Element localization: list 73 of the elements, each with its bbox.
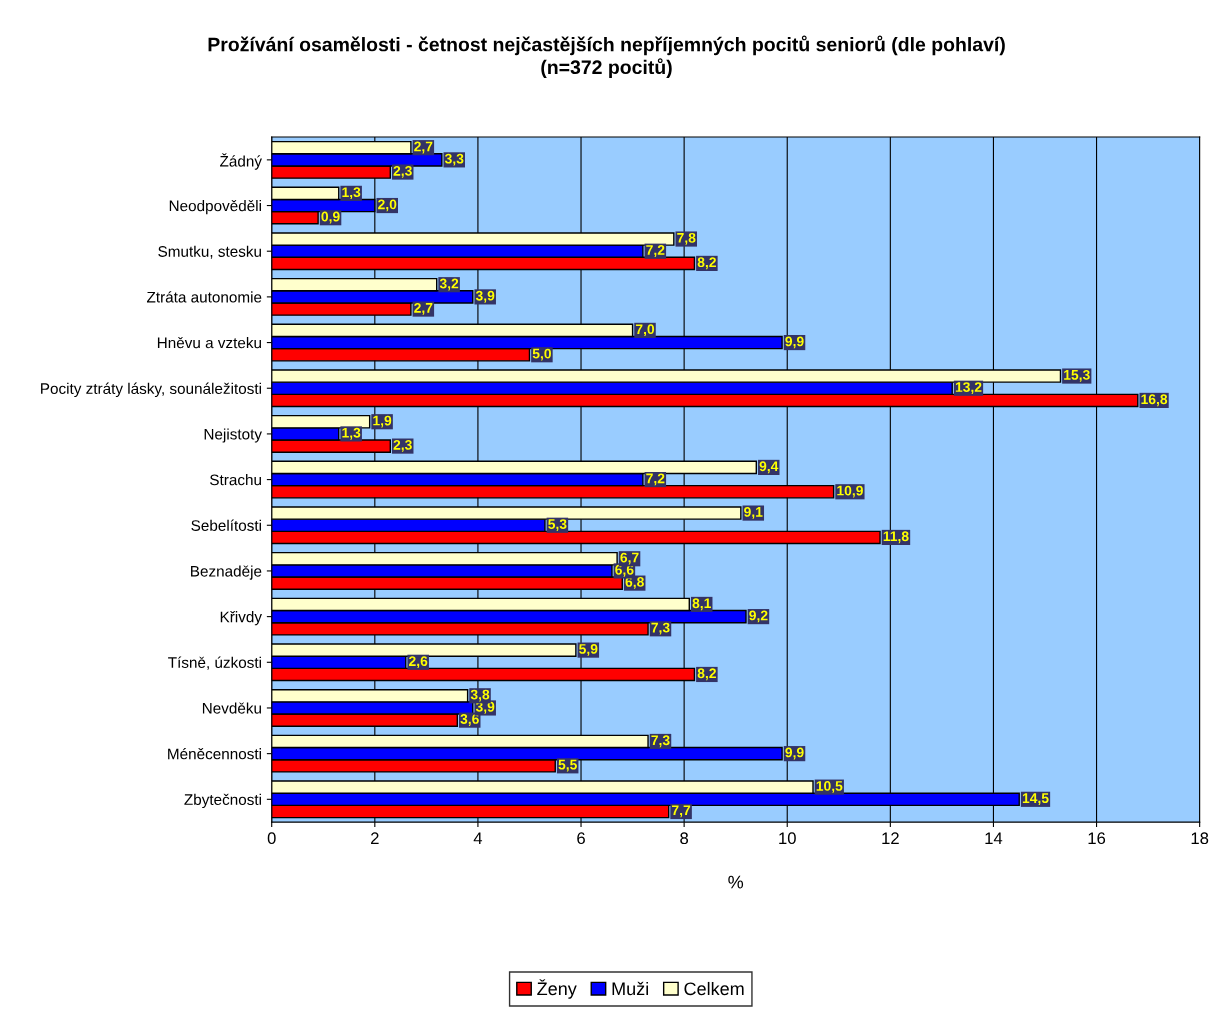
legend-label: Muži [612, 981, 648, 996]
y-tick-label: Nejistoty [204, 428, 262, 443]
data-label: 11,8 [883, 531, 909, 544]
data-label: 1,3 [342, 187, 361, 200]
x-tick-label: 2 [371, 832, 379, 844]
data-label: 6,8 [625, 577, 644, 589]
x-tick-label: 10 [779, 832, 796, 845]
x-tick-label: 4 [473, 832, 483, 844]
x-tick-label: 6 [577, 832, 585, 845]
data-label: 3,9 [475, 290, 495, 303]
data-label: 3,2 [439, 278, 459, 291]
data-label: 16,8 [1141, 394, 1168, 407]
x-tick-label: 14 [985, 832, 1003, 844]
data-label: 7,3 [651, 735, 670, 748]
data-label: 5,3 [548, 519, 567, 531]
data-label: 0,9 [321, 211, 340, 224]
data-label: 2,0 [378, 199, 397, 212]
y-tick-label: Sebelítosti [191, 519, 261, 531]
y-tick-label: Tísně, úzkosti [168, 656, 261, 670]
x-tick-label: 16 [1088, 832, 1106, 845]
data-label: 13,2 [955, 382, 982, 394]
y-tick-label: Pocity ztráty lásky, sounáležitosti [41, 382, 261, 398]
data-label: 9,9 [785, 747, 804, 760]
y-tick-label: Nevděku [202, 702, 261, 714]
data-label: 8,2 [697, 257, 716, 270]
y-tick-label: Neodpověděli [169, 199, 261, 215]
data-label: 2,3 [393, 165, 412, 178]
data-label: 3,3 [444, 153, 464, 166]
data-label: 7,3 [651, 622, 670, 635]
chart-title: Prožívání osamělosti - četnost nejčastějších nepříjemných pocitů seniorů (dle pohlaví) (n=372 pocitů) [208, 35, 1005, 78]
y-tick-label: Hněvu a vzteku [157, 336, 261, 349]
data-label: 7,0 [635, 324, 655, 337]
y-tick-label: Smutku, stesku [158, 245, 261, 259]
y-tick-label: Beznaděje [191, 565, 262, 580]
data-label: 2,7 [414, 141, 433, 154]
legend-label: Ženy [537, 979, 577, 999]
data-label: 3,8 [470, 689, 490, 702]
data-label: 10,5 [816, 781, 843, 793]
data-label: 5,5 [558, 759, 577, 772]
data-label: 2,3 [393, 439, 412, 452]
data-label: 1,9 [373, 415, 392, 428]
data-label: 1,3 [342, 427, 361, 440]
legend-label: Celkem [684, 981, 744, 996]
y-tick-label: Křivdy [220, 611, 262, 626]
data-label: 7,2 [646, 245, 665, 257]
y-tick-label: Ztráta autonomie [146, 291, 262, 303]
data-label: 2,6 [409, 656, 428, 669]
data-label: 7,8 [677, 232, 696, 245]
data-label: 7,2 [646, 473, 665, 486]
x-axis-title: % [728, 875, 744, 889]
data-label: 3,6 [460, 714, 479, 726]
data-label: 9,1 [744, 506, 763, 519]
data-label: 14,5 [1022, 793, 1049, 806]
data-label: 6,7 [620, 552, 639, 565]
data-label: 2,7 [414, 302, 433, 315]
x-tick-label: 12 [882, 832, 899, 844]
data-label: 9,2 [749, 610, 768, 623]
data-label: 5,0 [532, 348, 551, 361]
x-tick-label: 18 [1191, 832, 1209, 845]
y-tick-label: Méněcennosti [168, 747, 261, 760]
data-label: 5,9 [579, 644, 598, 656]
x-tick-label: 0 [267, 832, 276, 845]
y-tick-label: Zbytečnosti [184, 793, 261, 809]
data-label: 8,2 [697, 668, 716, 681]
data-label: 8,1 [692, 598, 711, 611]
y-tick-label: Strachu [210, 474, 261, 486]
data-label: 7,7 [672, 805, 691, 818]
data-label: 15,3 [1064, 369, 1090, 382]
y-tick-label: Žádný [220, 153, 262, 170]
data-label: 9,4 [759, 461, 779, 474]
x-tick-label: 8 [680, 832, 689, 845]
data-label: 10,9 [837, 485, 863, 498]
data-label: 9,9 [785, 336, 804, 349]
